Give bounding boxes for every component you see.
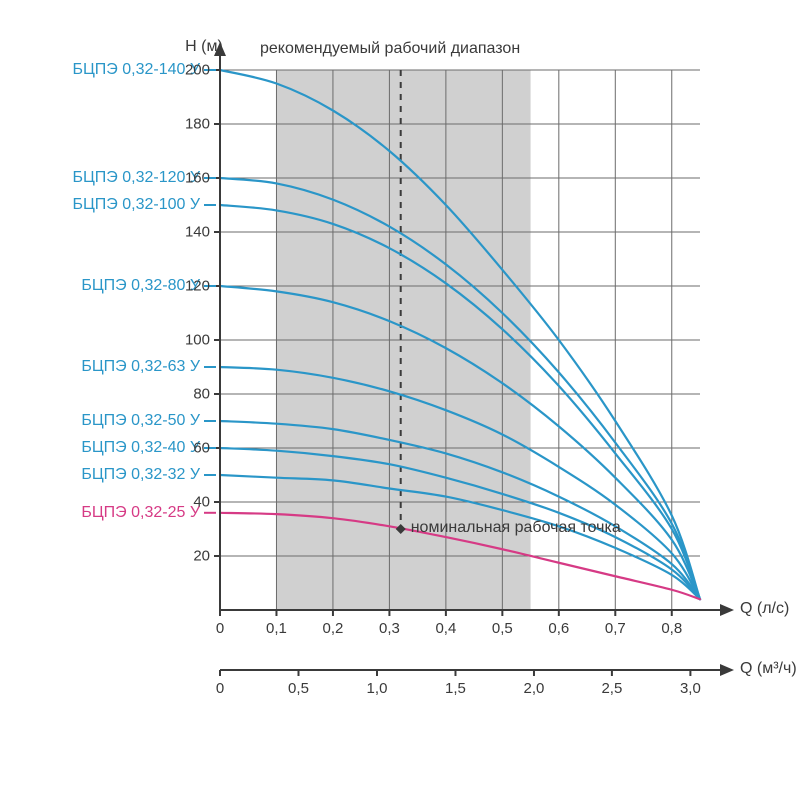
- x-tick-label: 0,3: [379, 620, 400, 637]
- y-tick-label: 180: [185, 116, 210, 133]
- x2-tick-label: 2,5: [601, 680, 622, 697]
- pump-curve-chart: H (м) рекомендуемый рабочий диапазон ном…: [0, 0, 800, 800]
- x-tick-label: 0,7: [605, 620, 626, 637]
- series-label: БЦПЭ 0,32-50 У: [81, 412, 200, 430]
- nominal-point-label: номинальная рабочая точка: [411, 519, 621, 537]
- x-tick-label: 0,5: [492, 620, 513, 637]
- x-tick-label: 0: [216, 620, 224, 637]
- series-label: БЦПЭ 0,32-100 У: [72, 196, 200, 214]
- y-tick-label: 120: [185, 278, 210, 295]
- recommended-range-label: рекомендуемый рабочий диапазон: [260, 40, 520, 58]
- series-label: БЦПЭ 0,32-140 У: [72, 61, 200, 79]
- y-tick-label: 140: [185, 224, 210, 241]
- y-tick-label: 20: [193, 548, 210, 565]
- y-axis-title: H (м): [185, 38, 223, 56]
- x-tick-label: 0,1: [266, 620, 287, 637]
- series-label: БЦПЭ 0,32-80 У: [81, 277, 200, 295]
- y-tick-label: 80: [193, 386, 210, 403]
- y-tick-label: 200: [185, 62, 210, 79]
- y-tick-label: 100: [185, 332, 210, 349]
- x-tick-label: 0,8: [661, 620, 682, 637]
- x2-tick-label: 1,0: [367, 680, 388, 697]
- series-label: БЦПЭ 0,32-32 У: [81, 466, 200, 484]
- x2-tick-label: 1,5: [445, 680, 466, 697]
- series-label: БЦПЭ 0,32-63 У: [81, 358, 200, 376]
- series-label: БЦПЭ 0,32-120 У: [72, 169, 200, 187]
- x2-tick-label: 0,5: [288, 680, 309, 697]
- y-tick-label: 60: [193, 440, 210, 457]
- y-tick-label: 40: [193, 494, 210, 511]
- y-tick-label: 160: [185, 170, 210, 187]
- series-label: БЦПЭ 0,32-40 У: [81, 439, 200, 457]
- x2-tick-label: 3,0: [680, 680, 701, 697]
- x-tick-label: 0,6: [548, 620, 569, 637]
- x-tick-label: 0,2: [323, 620, 344, 637]
- x-axis-primary-title: Q (л/с): [740, 600, 789, 618]
- series-label: БЦПЭ 0,32-25 У: [81, 504, 200, 522]
- x-tick-label: 0,4: [435, 620, 456, 637]
- x2-tick-label: 0: [216, 680, 224, 697]
- x2-tick-label: 2,0: [524, 680, 545, 697]
- x-axis-secondary-title: Q (м³/ч): [740, 660, 797, 678]
